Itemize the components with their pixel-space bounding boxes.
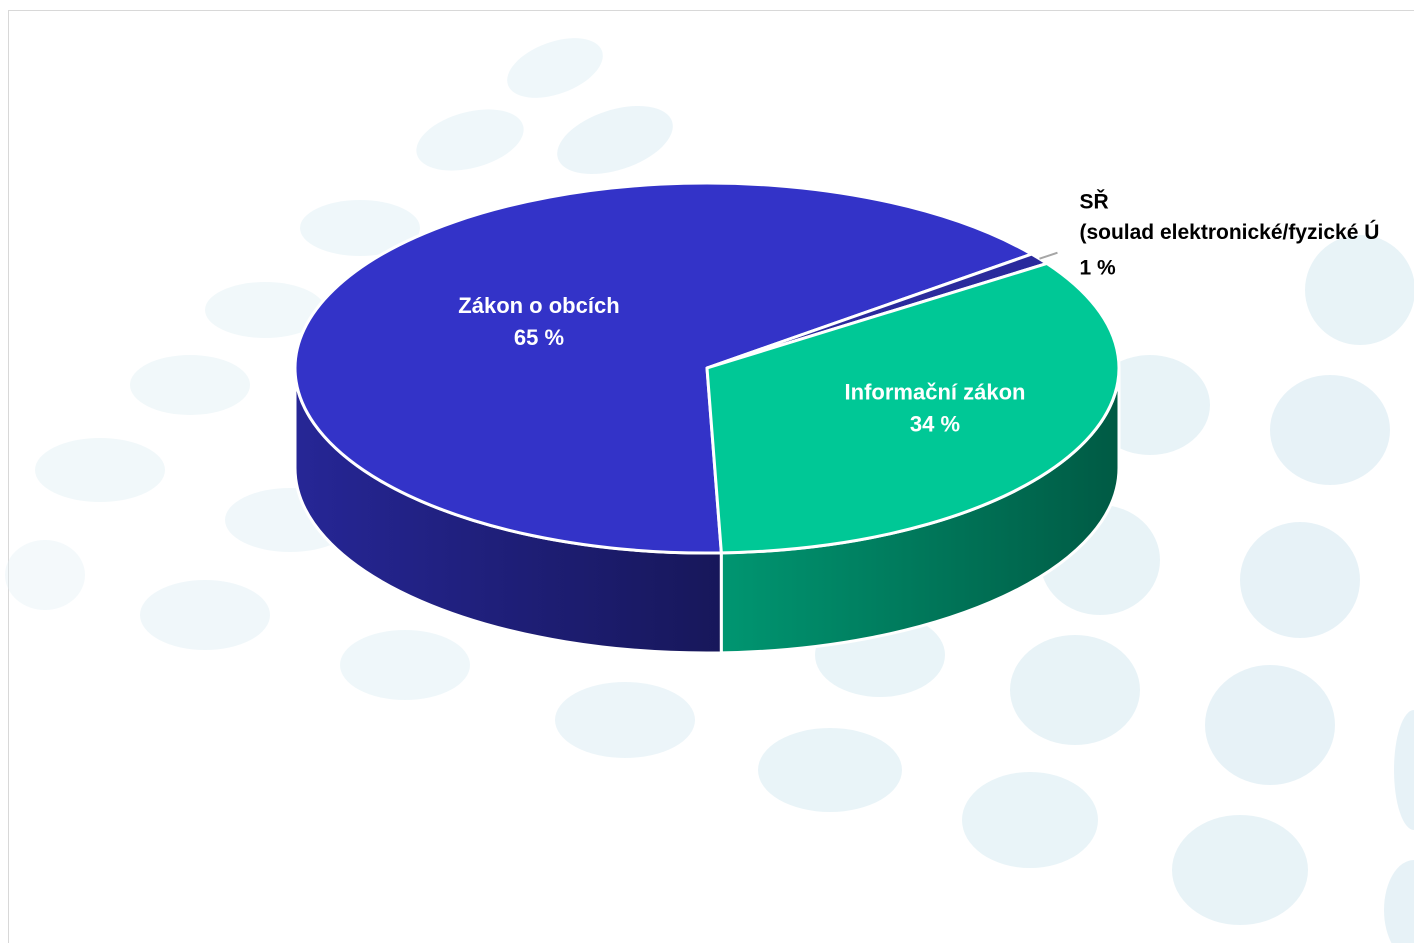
- slice-value-label: 34 %: [910, 412, 960, 437]
- slice-label: Zákon o obcích: [458, 293, 619, 318]
- slice-label: Informační zákon: [845, 380, 1026, 405]
- pie-slice: [293, 181, 1034, 555]
- slice-value-label: 1 %: [1079, 257, 1116, 280]
- frame: [8, 10, 1414, 943]
- pie: Zákon o obcích 65 % SŘ (soulad elektronické…: [293, 181, 1379, 655]
- pie-slice: [705, 261, 1121, 555]
- slice-value-label: 65 %: [514, 325, 564, 350]
- leader-line: [1039, 251, 1058, 260]
- slice-label: SŘ (soulad elektronické/fyzické Ú: [1079, 190, 1379, 244]
